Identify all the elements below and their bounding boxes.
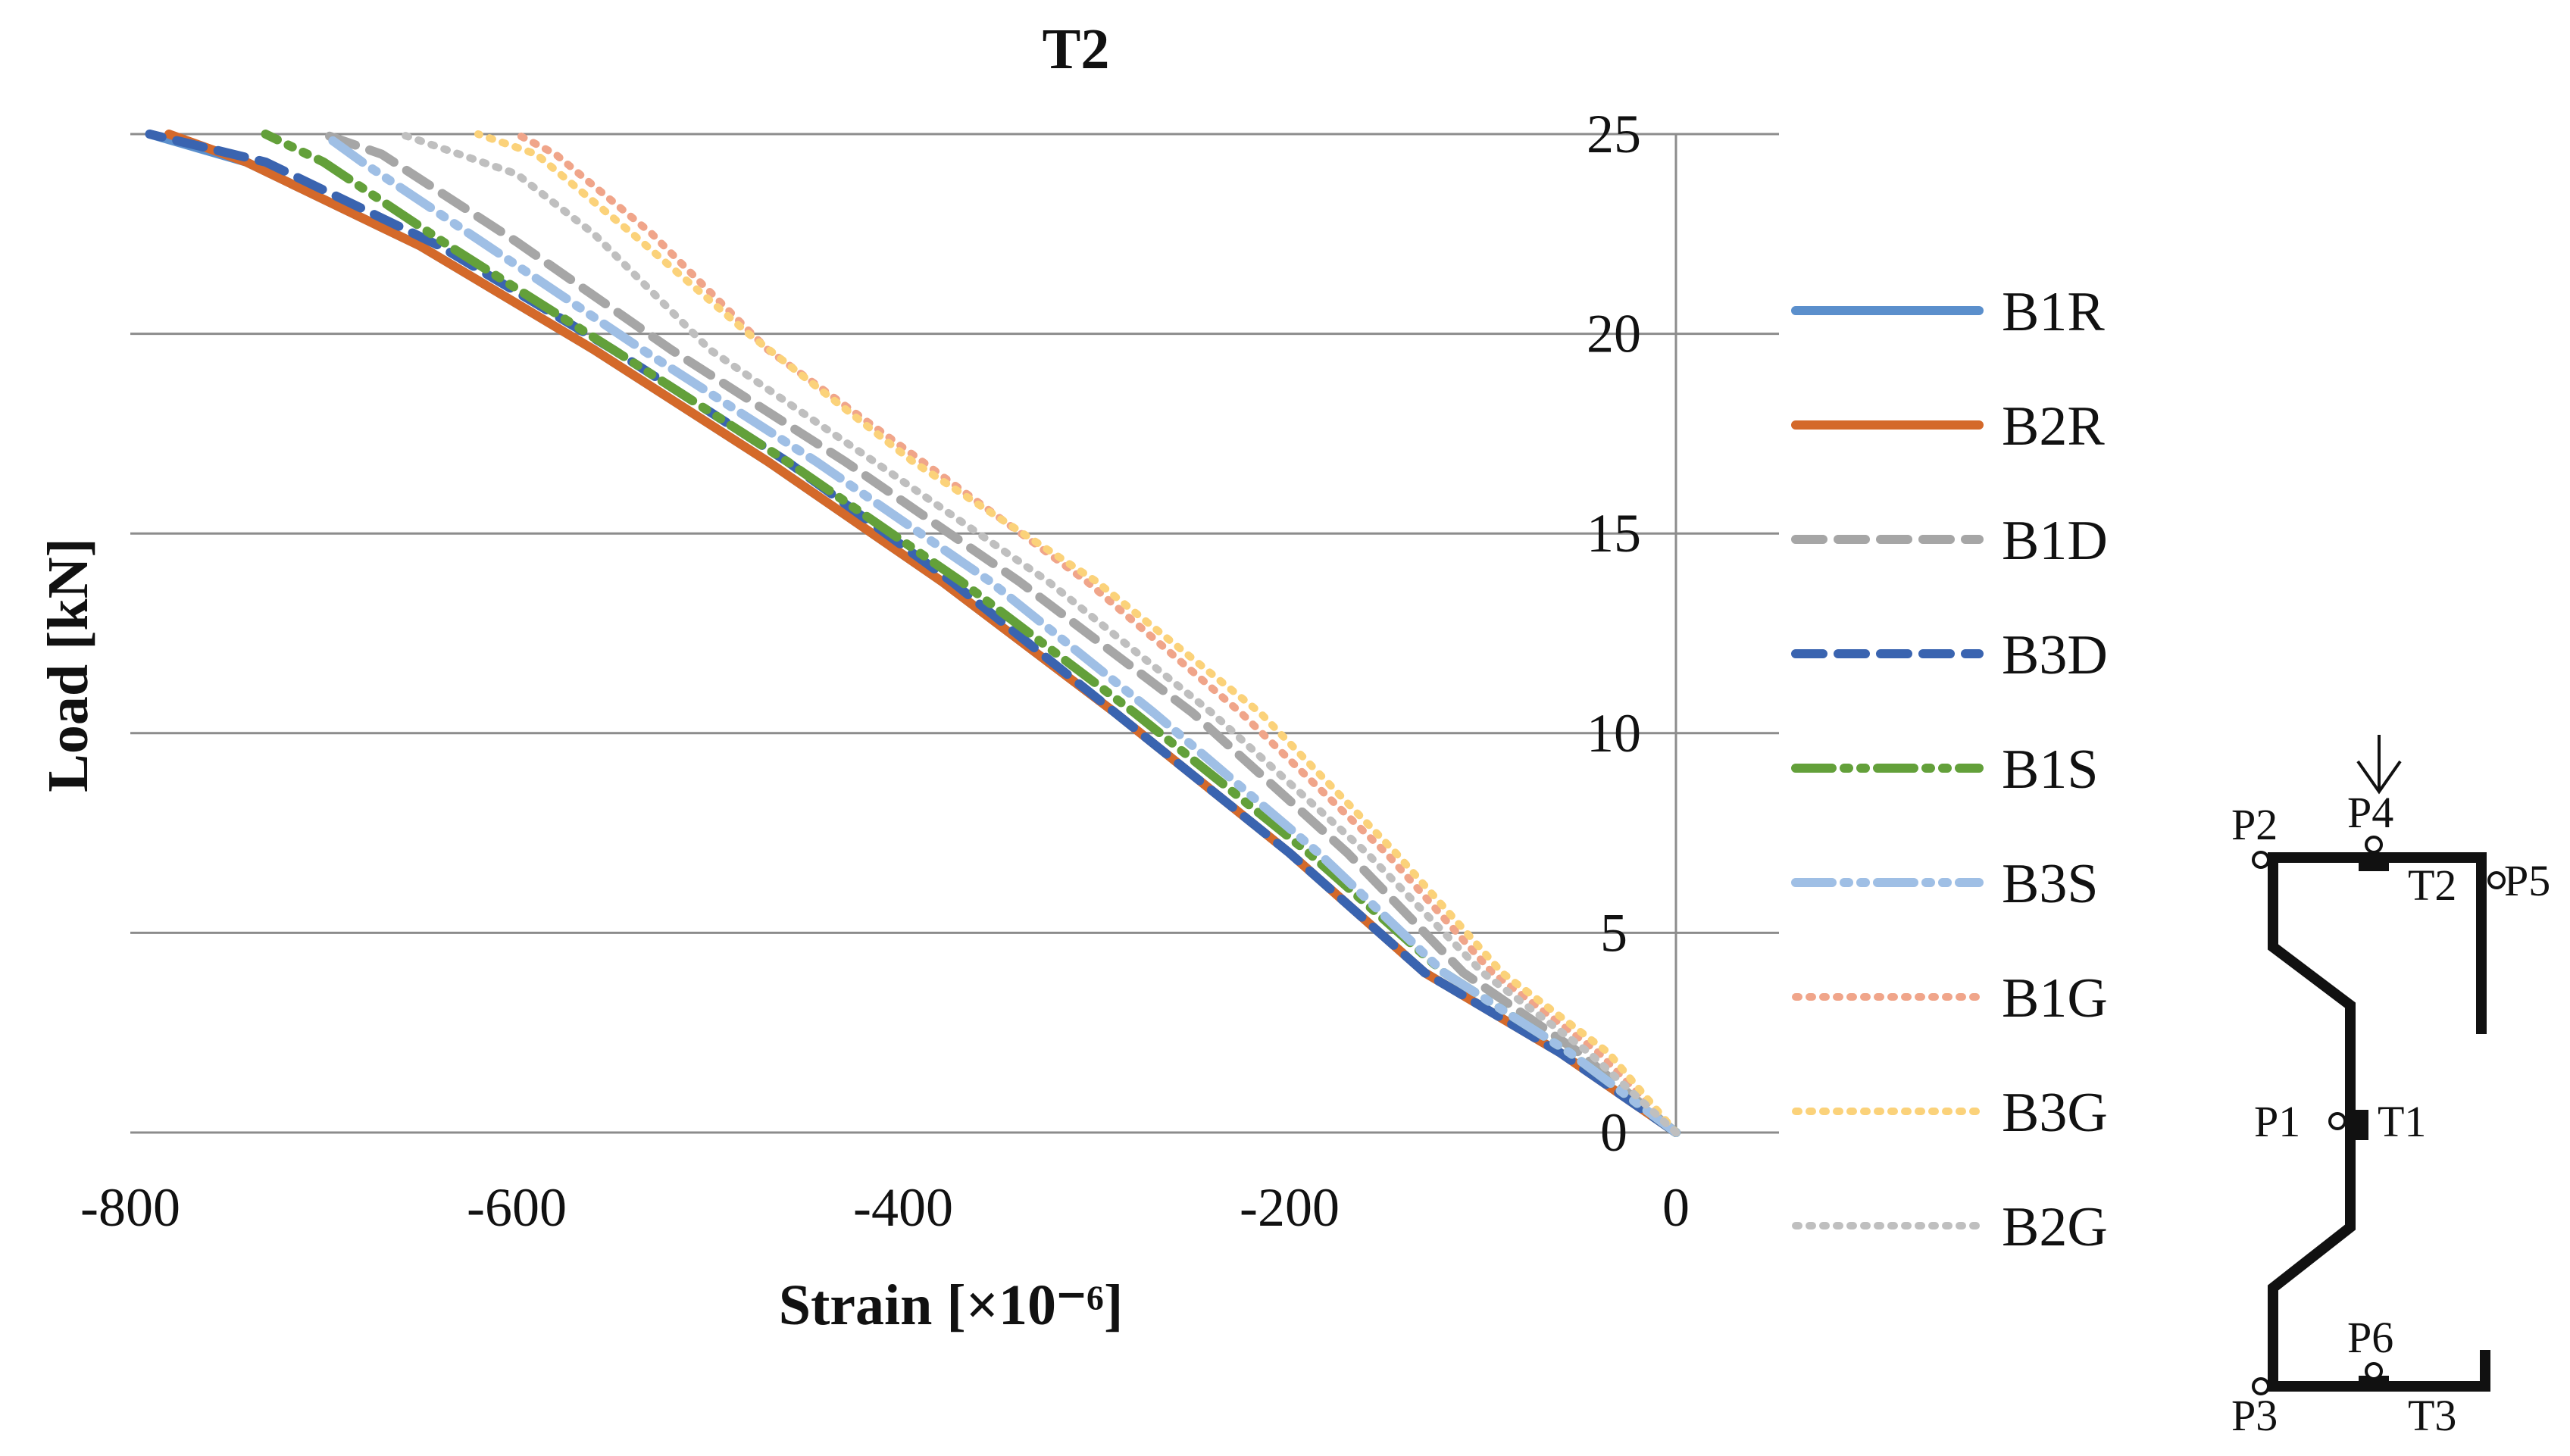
series-line-b3s [319,130,1681,1137]
label-p4: P4 [2347,788,2393,837]
x-tick-label: 0 [1662,1177,1690,1238]
legend: B1R B2R B1D B3D B1S B3S B1G B3G B2G [1791,281,2108,1258]
label-t3: T3 [2408,1391,2456,1440]
y-tick-label: 10 [1587,703,1641,764]
label-p3: P3 [2231,1391,2278,1440]
point-p3-marker [2252,1377,2270,1395]
legend-label-b2r: B2R [2002,395,2105,458]
legend-label-b1s: B1S [2002,739,2099,801]
y-tick-label: 25 [1587,104,1641,164]
y-axis-label: Load [kN] [36,538,100,792]
legend-label-b3d: B3D [2002,624,2108,686]
chart-title: T2 [1043,17,1110,81]
label-p5: P5 [2504,856,2550,905]
x-tick-label: -400 [853,1177,953,1238]
point-p5-marker [2487,871,2506,889]
point-p1-marker [2328,1112,2346,1130]
series-line-b2r [164,130,1681,1137]
label-t1: T1 [2378,1097,2426,1146]
y-tick-label: 15 [1587,503,1641,564]
legend-label-b1g: B1G [2002,967,2108,1030]
label-p1: P1 [2254,1097,2300,1146]
series-line-b2g [397,130,1680,1136]
series-layer [145,130,1681,1137]
series-line-b1d [319,130,1681,1137]
legend-label-b3s: B3S [2002,853,2099,915]
point-p6-marker [2365,1362,2383,1380]
load-arrow-icon [2356,735,2402,795]
x-tick-label: -200 [1240,1177,1340,1238]
y-tick-label: 20 [1587,304,1641,364]
gauge-t2-mark [2359,858,2389,871]
series-line-b1g [513,130,1680,1136]
gauge-t1-mark [2355,1110,2368,1140]
legend-label-b2g: B2G [2002,1196,2108,1258]
legend-label-b3g: B3G [2002,1082,2108,1144]
grid-layer [130,133,1779,1134]
series-line-b3d [145,130,1681,1137]
label-p2: P2 [2231,800,2278,849]
axis-layer: T2 Strain [×10⁻⁶] Load [kN] 0 5 10 15 20 25 -8… [36,17,1690,1337]
gauge-t3-mark [2359,1376,2389,1389]
y-tick-label: 5 [1600,902,1627,963]
legend-label-b1r: B1R [2002,281,2105,343]
y-tick-label: 0 [1600,1102,1627,1163]
x-tick-label: -800 [80,1177,180,1238]
label-p6: P6 [2347,1313,2393,1362]
label-t2: T2 [2408,861,2456,910]
cross-section-diagram: P1 T1 P2 P3 P4 P5 P6 T2 T3 [2231,735,2550,1440]
x-tick-label: -600 [467,1177,567,1238]
series-line-b3g [474,130,1680,1136]
point-p4-marker [2365,836,2383,854]
legend-label-b1d: B1D [2002,510,2108,572]
point-p2-marker [2252,851,2270,869]
x-axis-label: Strain [×10⁻⁶] [779,1273,1124,1337]
